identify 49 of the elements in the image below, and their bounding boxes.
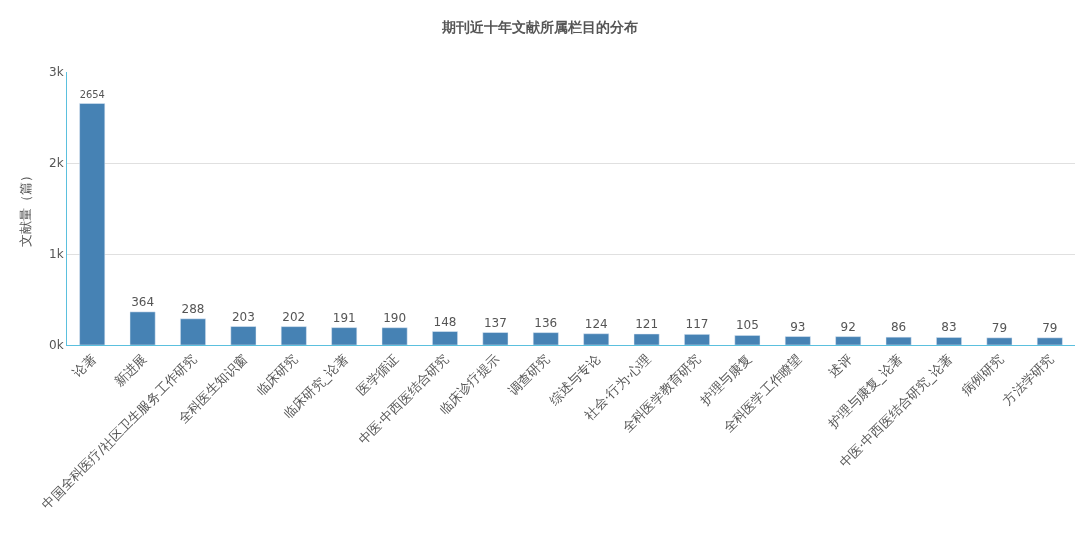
bar (482, 332, 509, 345)
data-label: 137 (483, 315, 507, 330)
y-tick-label: 3k (49, 65, 64, 80)
data-label: 105 (735, 318, 759, 333)
bar (129, 311, 156, 345)
data-label: 190 (383, 310, 407, 325)
data-label: 148 (433, 314, 457, 329)
data-label: 121 (635, 316, 659, 331)
data-label: 288 (181, 301, 205, 316)
bar (230, 326, 257, 345)
x-tick-label: 论著 (69, 351, 99, 381)
data-label: 79 (1042, 320, 1058, 335)
y-axis-title: 文献量（篇） (17, 169, 33, 248)
data-label: 86 (890, 320, 907, 335)
bar (79, 103, 106, 345)
y-tick-label: 1k (49, 247, 64, 262)
data-label: 203 (231, 309, 255, 324)
bar (986, 337, 1013, 345)
bar (381, 327, 408, 345)
data-label: 83 (941, 320, 957, 335)
bar (835, 336, 862, 345)
bar (1036, 337, 1063, 345)
data-label: 79 (991, 320, 1008, 335)
bar (885, 336, 912, 345)
data-label: 93 (790, 319, 806, 334)
bar (280, 326, 307, 345)
bar (180, 318, 206, 345)
data-label: 191 (332, 310, 356, 325)
data-label: 202 (282, 309, 306, 324)
y-tick-label: 2k (49, 156, 64, 171)
chart-title: 期刊近十年文献所属栏目的分布 (441, 18, 638, 35)
data-label: 117 (685, 317, 709, 332)
data-label: 136 (534, 315, 558, 330)
bar (684, 334, 710, 345)
bar (734, 335, 761, 345)
x-tick-label: 新进展 (111, 351, 150, 390)
bar (532, 332, 559, 345)
data-label: 124 (584, 316, 608, 331)
bar (583, 333, 610, 345)
data-label: 92 (840, 319, 856, 334)
x-tick-label: 述评 (825, 351, 855, 381)
bar (331, 327, 358, 345)
data-label: 364 (131, 294, 155, 309)
y-tick-label: 0k (49, 338, 64, 353)
bar (432, 331, 458, 345)
bar (633, 333, 660, 345)
bar (784, 336, 811, 345)
bar (936, 337, 962, 345)
data-label: 2654 (79, 89, 105, 101)
